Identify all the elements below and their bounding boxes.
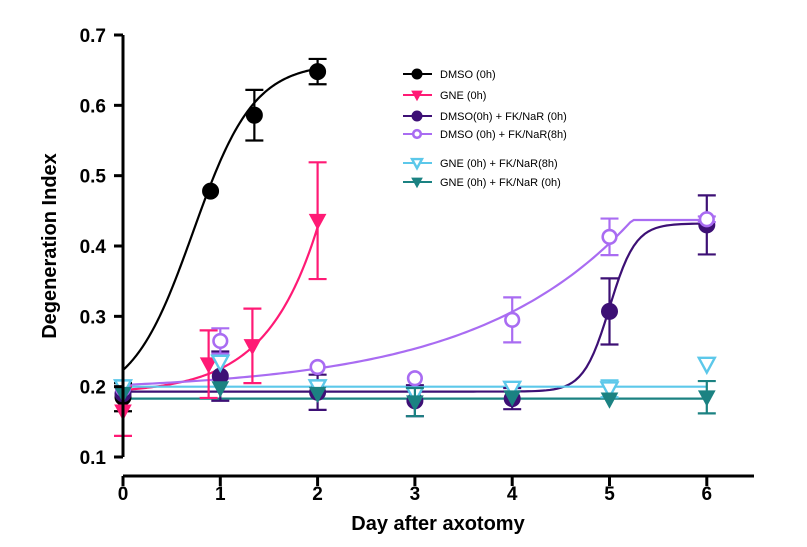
x-tick-label: 3 xyxy=(410,484,421,505)
legend-item: GNE (0h) xyxy=(403,90,486,102)
data-point xyxy=(502,380,523,399)
y-tick-label: 0.7 xyxy=(80,26,106,47)
data-point xyxy=(308,386,327,404)
data-point xyxy=(503,390,522,407)
y-tick-label: 0.3 xyxy=(80,307,106,328)
legend-item: DMSO (0h) xyxy=(403,68,496,81)
data-point xyxy=(308,213,327,231)
data-point xyxy=(698,211,715,228)
data-point xyxy=(243,339,262,356)
ticks: 0.1 0.2 0.3 0.4 0.5 0.6 0.7 0 1 2 3 4 5 6 xyxy=(80,26,713,505)
data-point xyxy=(245,106,263,124)
data-point xyxy=(309,63,327,81)
data-point xyxy=(601,228,618,245)
legend-marker xyxy=(411,90,423,102)
y-tick-label: 0.4 xyxy=(80,237,107,258)
x-tick-label: 1 xyxy=(215,484,226,505)
y-tick-label: 0.5 xyxy=(80,167,107,188)
y-axis-title: Degeneration Index xyxy=(39,153,61,339)
x-tick-label: 6 xyxy=(702,484,713,505)
legend-label: GNE (0h) + FK/NaR(8h) xyxy=(440,158,558,170)
y-tick-label: 0.1 xyxy=(80,448,107,469)
x-tick-label: 0 xyxy=(118,484,129,505)
y-tick-label: 0.2 xyxy=(80,378,106,399)
series-group xyxy=(114,57,327,413)
x-tick-label: 5 xyxy=(604,484,615,505)
legend-item: GNE (0h) + FK/NaR(8h) xyxy=(403,157,558,171)
data-point xyxy=(600,392,619,409)
data-point xyxy=(406,370,424,387)
series-group xyxy=(114,379,716,418)
legend: DMSO (0h) GNE (0h) DMSO(0h) + FK/NaR (0h) D… xyxy=(403,68,567,189)
fit-curve xyxy=(122,67,318,371)
data-point xyxy=(406,395,424,412)
legend-item: GNE (0h) + FK/NaR (0h) xyxy=(403,177,561,189)
data-point xyxy=(601,302,618,320)
legend-marker xyxy=(411,177,423,189)
data-point xyxy=(199,357,218,374)
y-tick-label: 0.6 xyxy=(80,96,106,117)
data-point xyxy=(697,390,716,407)
data-point xyxy=(202,182,220,200)
data-point xyxy=(212,332,229,350)
legend-label: DMSO (0h) + FK/NaR(8h) xyxy=(440,129,567,141)
x-axis-title: Day after axotomy xyxy=(351,513,525,535)
legend-label: DMSO(0h) + FK/NaR (0h) xyxy=(440,111,567,123)
legend-label: GNE (0h) xyxy=(440,90,486,102)
legend-item: DMSO (0h) + FK/NaR(8h) xyxy=(403,128,567,141)
data-point xyxy=(599,381,620,400)
data-point xyxy=(210,354,231,373)
data-point xyxy=(211,381,230,398)
legend-label: GNE (0h) + FK/NaR (0h) xyxy=(440,177,561,189)
legend-marker xyxy=(411,128,423,140)
legend-marker xyxy=(411,110,423,122)
data-point xyxy=(309,358,326,376)
axes xyxy=(121,35,754,478)
x-tick-label: 2 xyxy=(312,484,323,505)
legend-label: DMSO (0h) xyxy=(440,69,496,81)
legend-item: DMSO(0h) + FK/NaR (0h) xyxy=(403,110,567,123)
data-point xyxy=(504,311,521,328)
data-point xyxy=(696,356,717,376)
legend-marker xyxy=(411,68,423,80)
legend-marker xyxy=(409,157,425,171)
x-tick-label: 4 xyxy=(507,484,518,505)
